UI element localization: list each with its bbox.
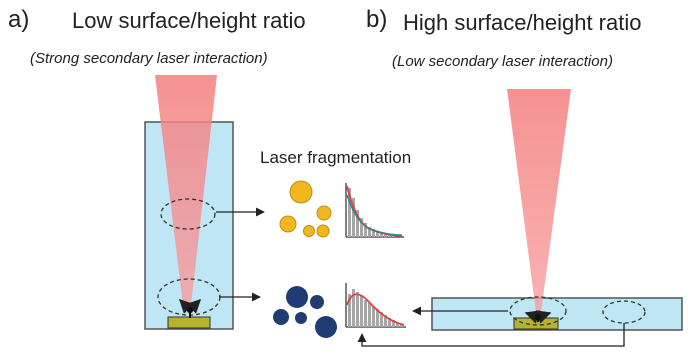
panel-b-subtitle: (Low secondary laser interaction): [392, 53, 613, 70]
panel-a-letter: a): [8, 6, 30, 33]
panel-a-title: Low surface/height ratio: [72, 8, 306, 33]
ejection-icon-b: [524, 310, 552, 324]
size-distribution-plot-large: [345, 283, 406, 328]
far-zone-b: [602, 300, 646, 324]
ablation-zone-b: [509, 296, 567, 326]
arrow-b-return-path: [357, 323, 625, 347]
ejection-icon-a: [179, 299, 201, 318]
target-plate-a: [167, 316, 211, 329]
laser-beam-b: [507, 89, 571, 312]
upper-interaction-zone-a: [160, 198, 216, 230]
fragmentation-label: Laser fragmentation: [260, 148, 412, 167]
laser-beam-a: [155, 75, 217, 305]
large-particles: [273, 286, 337, 338]
panel-b-title: High surface/height ratio: [403, 10, 642, 35]
size-distribution-plot-small: [345, 183, 404, 238]
target-plate-b: [513, 317, 559, 330]
panel-a-subtitle: (Strong secondary laser interaction): [30, 50, 268, 67]
small-particles: [279, 180, 332, 238]
panel-b-letter: b): [366, 6, 388, 33]
